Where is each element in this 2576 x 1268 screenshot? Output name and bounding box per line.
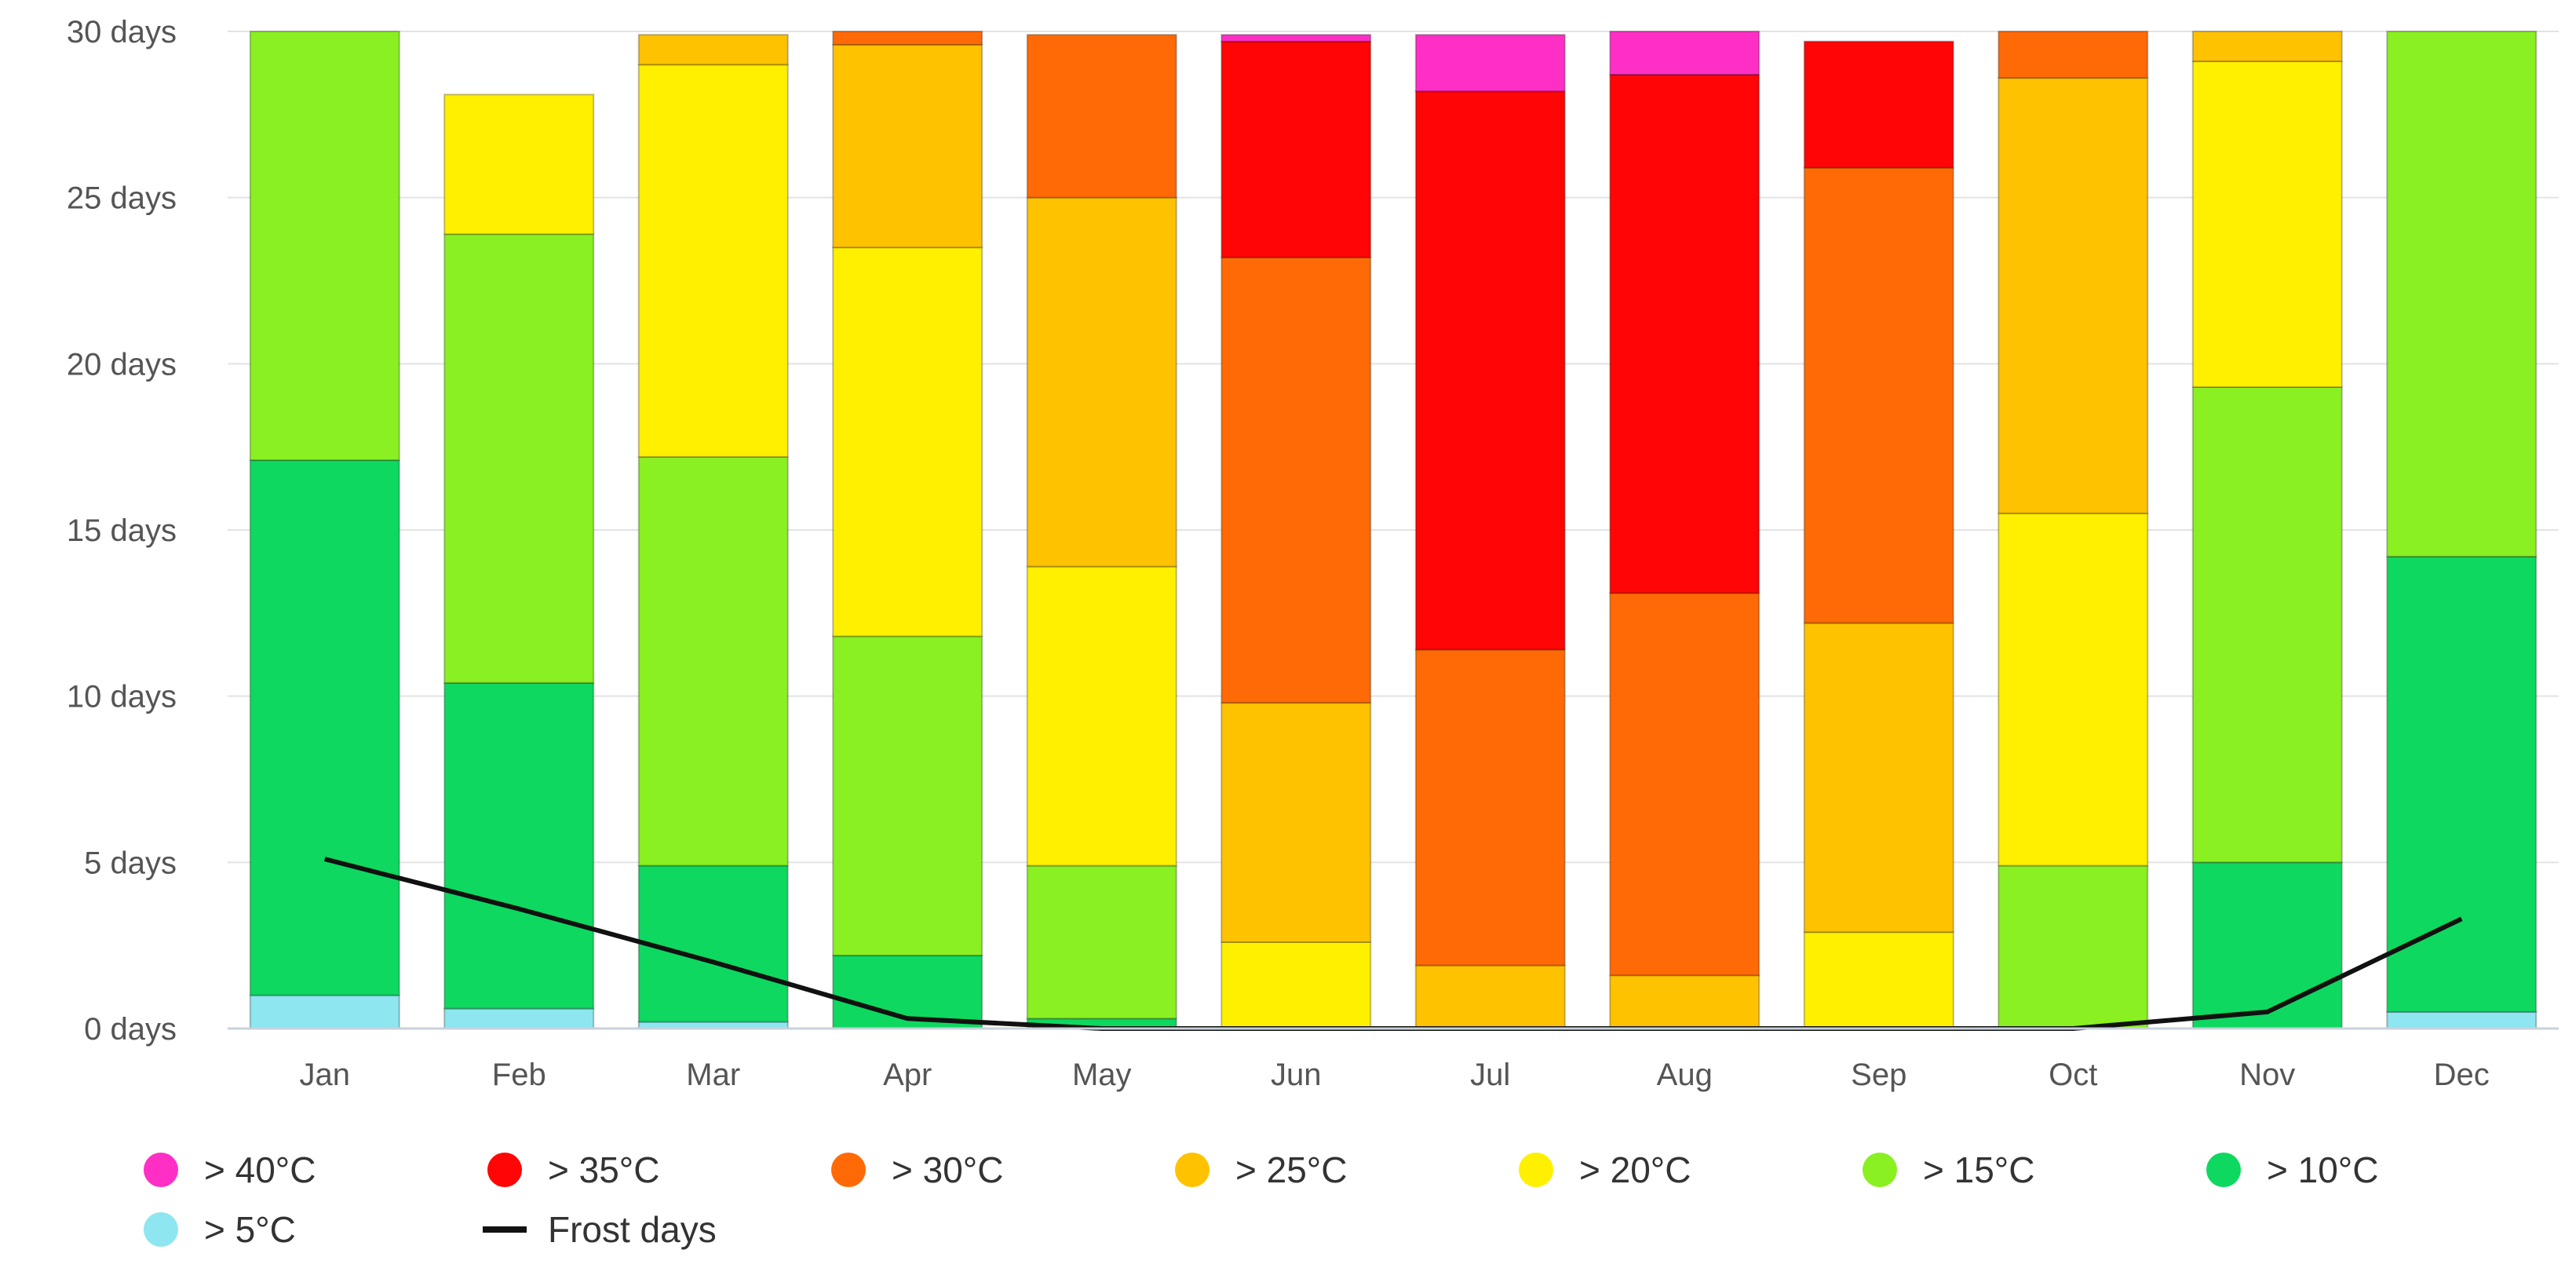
legend-label[interactable]: > 10°C bbox=[2267, 1149, 2378, 1190]
bar-segment-jun-series-7[interactable] bbox=[1220, 34, 1372, 42]
legend-label[interactable]: > 20°C bbox=[1579, 1149, 1691, 1190]
x-tick-label: Aug bbox=[1657, 1058, 1713, 1092]
bar-segment-oct-series-5[interactable] bbox=[1998, 31, 2149, 79]
y-tick-label: 15 days bbox=[67, 513, 177, 548]
bar-segment-jan-series-1[interactable] bbox=[249, 459, 400, 996]
bar-segment-mar-series-1[interactable] bbox=[637, 864, 789, 1023]
legend: > 40°C > 35°C > 30°C > 25°C > 20°C > 15°C > 10… bbox=[144, 1149, 2378, 1250]
bar-segment-apr-series-3[interactable] bbox=[832, 247, 983, 638]
bar-segment-aug-series-6[interactable] bbox=[1609, 74, 1761, 594]
x-tick-label: May bbox=[1072, 1058, 1132, 1092]
x-tick-label: Oct bbox=[2049, 1058, 2097, 1092]
bar-segment-sep-series-4[interactable] bbox=[1803, 622, 1954, 934]
bars bbox=[249, 31, 2538, 1030]
y-tick-label: 30 days bbox=[67, 15, 177, 49]
bar-segment-feb-series-3[interactable] bbox=[443, 93, 595, 236]
legend-label[interactable]: > 35°C bbox=[548, 1149, 659, 1190]
legend-marker bbox=[2206, 1153, 2241, 1187]
bar-segment-feb-series-0[interactable] bbox=[443, 1007, 595, 1029]
bar-segment-jul-series-4[interactable] bbox=[1414, 964, 1566, 1029]
x-tick-label: Dec bbox=[2434, 1058, 2490, 1092]
bar-segment-jul-series-7[interactable] bbox=[1414, 34, 1566, 93]
bar-segment-nov-series-2[interactable] bbox=[2191, 386, 2343, 864]
legend-label[interactable]: Frost days bbox=[548, 1209, 717, 1250]
bar-segment-sep-series-5[interactable] bbox=[1803, 166, 1954, 624]
bar-segment-apr-series-4[interactable] bbox=[832, 43, 983, 249]
bar-segment-dec-series-1[interactable] bbox=[2386, 555, 2538, 1013]
bar-segment-apr-series-2[interactable] bbox=[832, 635, 983, 956]
bar-segment-jul-series-6[interactable] bbox=[1414, 90, 1566, 651]
x-tick-label: Mar bbox=[686, 1058, 740, 1092]
bar-segment-apr-series-5[interactable] bbox=[832, 31, 983, 46]
bar-segment-mar-series-3[interactable] bbox=[637, 64, 789, 458]
bar-segment-may-series-4[interactable] bbox=[1026, 196, 1177, 568]
bar-segment-jun-series-4[interactable] bbox=[1220, 702, 1372, 943]
x-tick-label: Jan bbox=[300, 1058, 351, 1092]
y-tick-label: 25 days bbox=[67, 181, 177, 216]
legend-label[interactable]: > 5°C bbox=[204, 1209, 296, 1250]
bar-segment-aug-series-4[interactable] bbox=[1609, 974, 1761, 1030]
legend-marker bbox=[144, 1212, 178, 1247]
legend-label[interactable]: > 15°C bbox=[1923, 1149, 2034, 1190]
legend-marker bbox=[1863, 1153, 1897, 1187]
axes: 0 days 5 days 10 days 15 days 20 days 25 days… bbox=[67, 15, 2559, 1092]
bar-segment-nov-series-3[interactable] bbox=[2191, 60, 2343, 388]
x-tick-label: Jul bbox=[1470, 1058, 1510, 1092]
x-tick-label: Jun bbox=[1271, 1058, 1322, 1092]
legend-marker bbox=[831, 1153, 866, 1187]
bar-segment-sep-series-6[interactable] bbox=[1803, 40, 1954, 169]
gridlines bbox=[228, 31, 2559, 1029]
bar-segment-feb-series-1[interactable] bbox=[443, 682, 595, 1010]
bar-segment-mar-series-4[interactable] bbox=[637, 34, 789, 66]
legend-label[interactable]: > 30°C bbox=[892, 1149, 1003, 1190]
y-tick-label: 0 days bbox=[84, 1012, 177, 1047]
bar-segment-jul-series-5[interactable] bbox=[1414, 649, 1566, 967]
bar-segment-feb-series-2[interactable] bbox=[443, 233, 595, 684]
bar-segment-jan-series-0[interactable] bbox=[249, 994, 400, 1029]
bar-segment-aug-series-5[interactable] bbox=[1609, 592, 1761, 977]
bar-segment-aug-series-7[interactable] bbox=[1609, 31, 1761, 76]
bar-segment-oct-series-3[interactable] bbox=[1998, 512, 2149, 867]
bar-segment-may-series-3[interactable] bbox=[1026, 565, 1177, 867]
y-tick-label: 5 days bbox=[84, 846, 177, 880]
bar-segment-jun-series-3[interactable] bbox=[1220, 941, 1372, 1030]
legend-label[interactable]: > 25°C bbox=[1235, 1149, 1347, 1190]
y-tick-label: 20 days bbox=[67, 347, 177, 382]
legend-marker bbox=[1175, 1153, 1210, 1187]
bar-segment-oct-series-4[interactable] bbox=[1998, 77, 2149, 514]
bar-segment-mar-series-2[interactable] bbox=[637, 455, 789, 867]
x-tick-label: Nov bbox=[2239, 1058, 2295, 1092]
bar-segment-nov-series-4[interactable] bbox=[2191, 31, 2343, 63]
bar-segment-oct-series-2[interactable] bbox=[1998, 864, 2149, 1029]
bar-segment-may-series-5[interactable] bbox=[1026, 34, 1177, 199]
bar-segment-dec-series-0[interactable] bbox=[2386, 1010, 2538, 1030]
bar-segment-may-series-2[interactable] bbox=[1026, 864, 1177, 1020]
legend-marker bbox=[144, 1153, 178, 1187]
bar-segment-jan-series-2[interactable] bbox=[249, 31, 400, 462]
bar-segment-sep-series-3[interactable] bbox=[1803, 931, 1954, 1029]
legend-marker bbox=[1519, 1153, 1553, 1187]
bar-segment-nov-series-1[interactable] bbox=[2191, 861, 2343, 1030]
x-tick-label: Apr bbox=[883, 1058, 932, 1092]
legend-marker bbox=[487, 1153, 522, 1187]
legend-label[interactable]: > 40°C bbox=[204, 1149, 316, 1190]
x-tick-label: Feb bbox=[492, 1058, 546, 1092]
bar-segment-dec-series-2[interactable] bbox=[2386, 31, 2538, 557]
y-tick-label: 10 days bbox=[67, 680, 177, 714]
x-tick-label: Sep bbox=[1851, 1058, 1906, 1092]
bar-segment-jun-series-5[interactable] bbox=[1220, 256, 1372, 704]
bar-segment-jun-series-6[interactable] bbox=[1220, 40, 1372, 258]
